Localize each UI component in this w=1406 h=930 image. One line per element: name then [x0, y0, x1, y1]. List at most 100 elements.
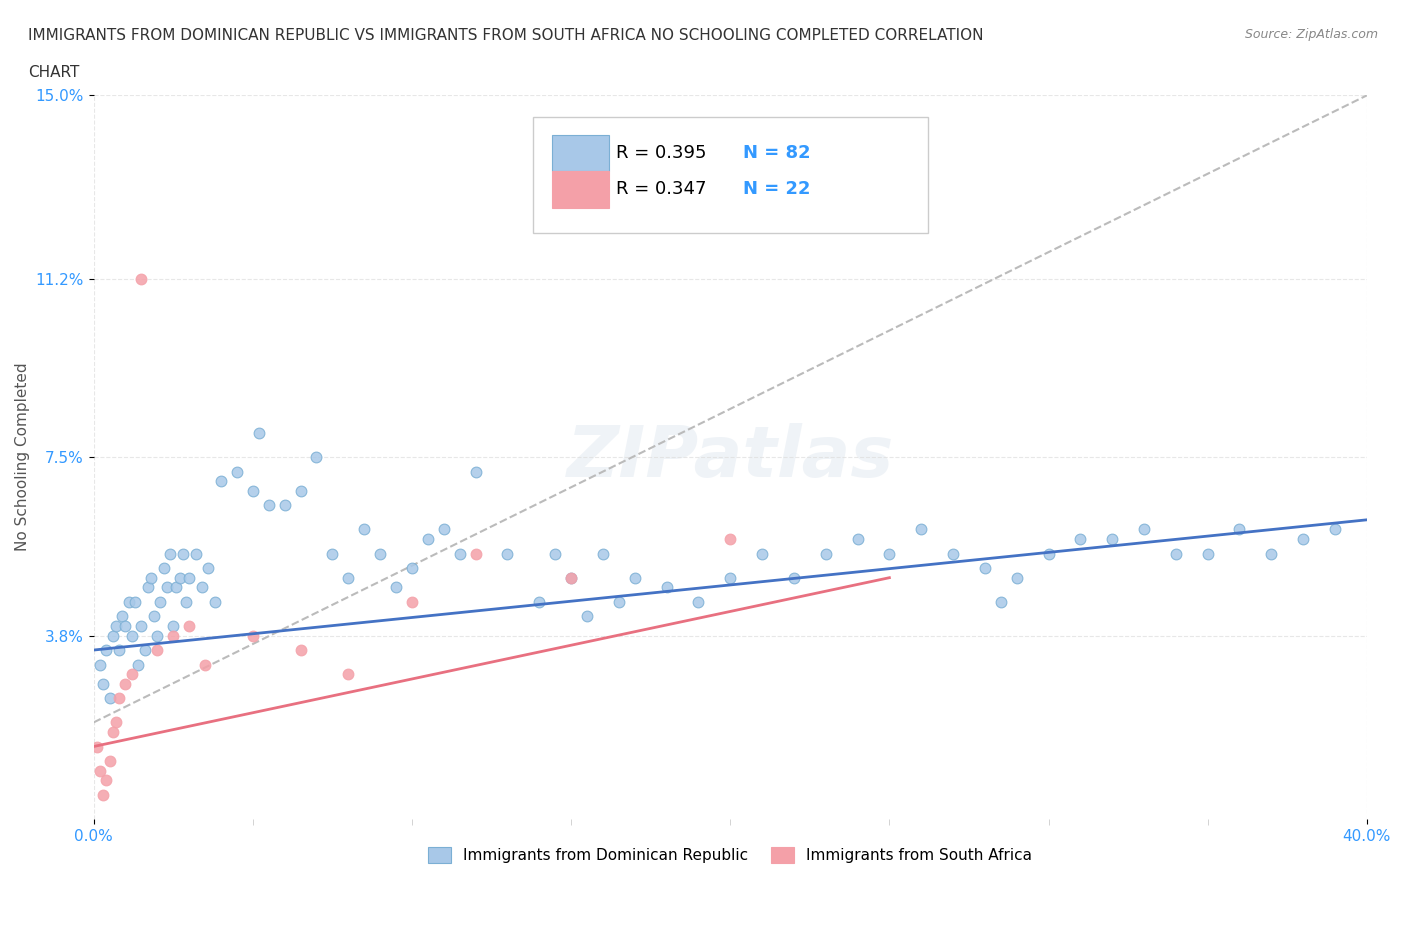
Point: [718, 532, 741, 547]
Point: [149, 594, 172, 609]
Point: [136, 580, 159, 595]
Point: [139, 570, 162, 585]
Point: [146, 643, 169, 658]
Point: [108, 691, 131, 706]
Point: [290, 484, 312, 498]
Point: [1005, 570, 1028, 585]
Point: [174, 594, 197, 609]
Point: [814, 546, 837, 561]
Point: [179, 618, 201, 633]
Point: [496, 546, 519, 561]
Text: Source: ZipAtlas.com: Source: ZipAtlas.com: [1244, 28, 1378, 41]
Text: CHART: CHART: [28, 65, 80, 80]
Point: [544, 546, 567, 561]
Point: [1038, 546, 1060, 561]
Point: [560, 570, 582, 585]
Point: [1260, 546, 1282, 561]
FancyBboxPatch shape: [553, 171, 609, 207]
Point: [121, 628, 143, 643]
Point: [290, 643, 312, 658]
Point: [197, 561, 219, 576]
Point: [131, 618, 153, 633]
Point: [104, 618, 127, 633]
Point: [575, 609, 598, 624]
Point: [134, 643, 156, 658]
Point: [846, 532, 869, 547]
Point: [98, 691, 121, 706]
Point: [194, 658, 217, 672]
Point: [146, 628, 169, 643]
Point: [114, 676, 136, 691]
Point: [131, 272, 153, 286]
Point: [973, 561, 995, 576]
Point: [156, 580, 179, 595]
Point: [242, 628, 264, 643]
Point: [688, 594, 710, 609]
Text: ZIPatlas: ZIPatlas: [567, 422, 894, 492]
Point: [353, 522, 375, 537]
Point: [209, 473, 232, 488]
Point: [257, 498, 280, 512]
Point: [433, 522, 456, 537]
Point: [464, 546, 486, 561]
Y-axis label: No Schooling Completed: No Schooling Completed: [15, 363, 30, 551]
Point: [191, 580, 214, 595]
Point: [623, 570, 645, 585]
Text: R = 0.347: R = 0.347: [616, 180, 706, 198]
Point: [607, 594, 630, 609]
Point: [783, 570, 806, 585]
Point: [91, 788, 114, 803]
Point: [401, 561, 423, 576]
Point: [118, 594, 141, 609]
Point: [204, 594, 226, 609]
Point: [385, 580, 408, 595]
Point: [98, 753, 121, 768]
Point: [96, 643, 118, 658]
Point: [1229, 522, 1251, 537]
Point: [114, 618, 136, 633]
Point: [910, 522, 932, 537]
Point: [401, 594, 423, 609]
Point: [108, 643, 131, 658]
Point: [162, 618, 184, 633]
Point: [1323, 522, 1346, 537]
Point: [86, 739, 108, 754]
Point: [89, 658, 111, 672]
Point: [101, 628, 124, 643]
Point: [321, 546, 343, 561]
FancyBboxPatch shape: [553, 135, 609, 171]
Point: [172, 546, 194, 561]
Text: R = 0.395: R = 0.395: [616, 144, 706, 162]
Point: [449, 546, 471, 561]
Point: [990, 594, 1012, 609]
Point: [179, 570, 201, 585]
Point: [1164, 546, 1187, 561]
Point: [121, 667, 143, 682]
Point: [368, 546, 391, 561]
Point: [592, 546, 614, 561]
Point: [337, 667, 360, 682]
Point: [1069, 532, 1091, 547]
Legend: Immigrants from Dominican Republic, Immigrants from South Africa: Immigrants from Dominican Republic, Immi…: [422, 841, 1039, 870]
Point: [111, 609, 134, 624]
Point: [416, 532, 439, 547]
Point: [751, 546, 773, 561]
Point: [162, 628, 184, 643]
Point: [91, 676, 114, 691]
Point: [96, 773, 118, 788]
Point: [104, 715, 127, 730]
Point: [89, 764, 111, 778]
Point: [1101, 532, 1123, 547]
Point: [225, 464, 247, 479]
Text: N = 82: N = 82: [742, 144, 811, 162]
Point: [718, 570, 741, 585]
Point: [305, 450, 328, 465]
Point: [273, 498, 295, 512]
Point: [247, 426, 270, 441]
Text: IMMIGRANTS FROM DOMINICAN REPUBLIC VS IMMIGRANTS FROM SOUTH AFRICA NO SCHOOLING : IMMIGRANTS FROM DOMINICAN REPUBLIC VS IM…: [28, 28, 984, 43]
Point: [942, 546, 965, 561]
Text: N = 22: N = 22: [742, 180, 810, 198]
Point: [169, 570, 191, 585]
Point: [165, 580, 187, 595]
Point: [184, 546, 207, 561]
